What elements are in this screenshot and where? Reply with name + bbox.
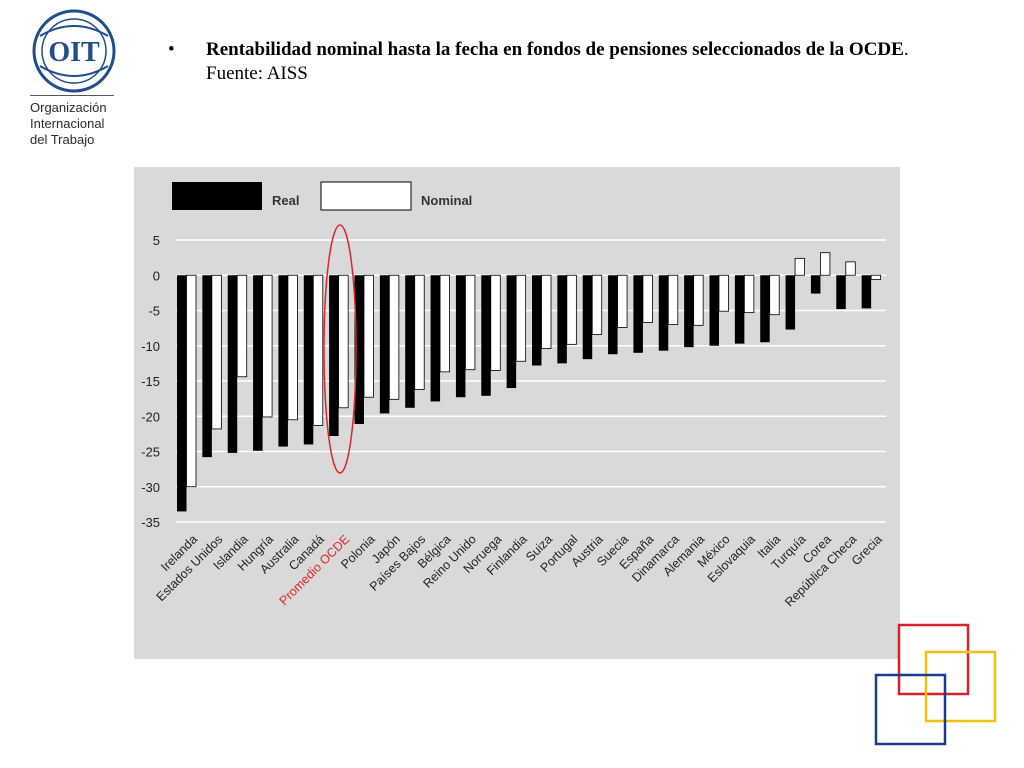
- chart-legend: Real Nominal: [172, 181, 472, 211]
- bar-nominal: [642, 274, 653, 323]
- bar-nominal: [743, 274, 755, 314]
- bar-real: [557, 275, 567, 364]
- bar-real: [658, 275, 669, 351]
- bar-real: [455, 275, 466, 398]
- bar-real: [354, 275, 364, 425]
- org-line-1: Organización: [30, 100, 107, 115]
- bar-nominal: [566, 274, 577, 345]
- y-tick-label: -20: [141, 409, 160, 424]
- bar-real: [177, 275, 187, 512]
- bar-nominal: [211, 274, 222, 430]
- bar-nominal: [870, 274, 882, 280]
- ilo-logo: OIT: [32, 9, 116, 93]
- bar-nominal: [363, 274, 374, 398]
- bar-nominal: [287, 274, 298, 421]
- y-tick-label: -15: [141, 374, 160, 389]
- bar-real: [836, 275, 846, 310]
- bullet-icon: •: [168, 39, 175, 60]
- chart-panel: [134, 167, 900, 659]
- bar-nominal: [439, 274, 450, 373]
- bar-real: [709, 275, 719, 346]
- y-tick-label: -10: [141, 339, 160, 354]
- bar-nominal: [845, 261, 856, 276]
- bar-nominal: [490, 274, 501, 371]
- bar-real: [861, 275, 872, 309]
- deco-square-yellow: [924, 650, 997, 723]
- bar-nominal: [515, 274, 527, 362]
- bar-real: [633, 275, 643, 353]
- organization-name: Organización Internacional del Trabajo: [30, 100, 107, 148]
- bar-real: [253, 275, 263, 451]
- decorative-squares: [874, 623, 997, 746]
- bar-nominal: [591, 274, 603, 335]
- bar-real: [810, 275, 821, 294]
- y-tick-label: -30: [141, 480, 160, 495]
- logo-text: OIT: [48, 37, 100, 68]
- deco-square-blue: [874, 673, 947, 746]
- legend-label-nominal: Nominal: [421, 193, 472, 208]
- bar-real: [379, 275, 390, 414]
- bar-nominal: [338, 274, 349, 409]
- bar-real: [582, 275, 593, 360]
- bar-nominal: [541, 274, 552, 349]
- title-bold-text: Rentabilidad nominal hasta la fecha en f…: [206, 39, 904, 60]
- bar-real: [734, 275, 745, 344]
- bar-nominal: [820, 252, 831, 276]
- title-source-text: . Fuente: AISS: [206, 39, 909, 84]
- legend-swatch-real: [172, 182, 262, 210]
- y-tick-label: -35: [141, 515, 160, 530]
- bar-real: [430, 275, 441, 402]
- bar-nominal: [465, 274, 476, 371]
- bar-nominal: [262, 274, 273, 418]
- bar-nominal: [312, 274, 324, 426]
- bar-real: [202, 275, 212, 458]
- bar-nominal: [414, 274, 425, 390]
- bar-real: [532, 275, 542, 366]
- bar-real: [608, 275, 618, 355]
- bar-real: [329, 275, 339, 436]
- bar-real: [760, 275, 770, 343]
- bar-real: [227, 275, 238, 453]
- chart-bars: [177, 252, 882, 512]
- deco-square-red: [897, 623, 970, 696]
- bar-nominal: [236, 274, 248, 378]
- bar-nominal: [769, 274, 780, 316]
- org-line-3: del Trabajo: [30, 132, 95, 147]
- y-tick-label: 0: [153, 268, 160, 283]
- y-tick-label: -25: [141, 445, 160, 460]
- highlight-ellipse: [323, 224, 357, 474]
- slide-title: • Rentabilidad nominal hasta la fecha en…: [168, 38, 968, 86]
- bar-real: [303, 275, 314, 445]
- y-axis: 5 0 -5 -10 -15 -20 -25 -30 -35: [141, 233, 160, 530]
- legend-label-real: Real: [272, 193, 299, 208]
- bar-nominal: [617, 274, 628, 328]
- bar-nominal: [718, 274, 729, 312]
- bar-real: [684, 275, 694, 348]
- bar-nominal: [388, 274, 400, 400]
- bar-nominal: [693, 274, 704, 326]
- bar-real: [278, 275, 288, 447]
- logo-divider: [30, 95, 114, 96]
- y-tick-label: -5: [148, 304, 160, 319]
- legend-swatch-nominal: [320, 181, 412, 211]
- bar-real: [481, 275, 491, 396]
- bar-nominal: [794, 257, 805, 276]
- globe-emblem-icon: [32, 9, 116, 93]
- bar-real: [785, 275, 796, 330]
- bar-nominal: [186, 274, 197, 488]
- y-tick-label: 5: [153, 233, 160, 248]
- bar-real: [405, 275, 415, 408]
- bar-real: [506, 275, 517, 389]
- org-line-2: Internacional: [30, 116, 105, 131]
- bar-nominal: [667, 274, 679, 325]
